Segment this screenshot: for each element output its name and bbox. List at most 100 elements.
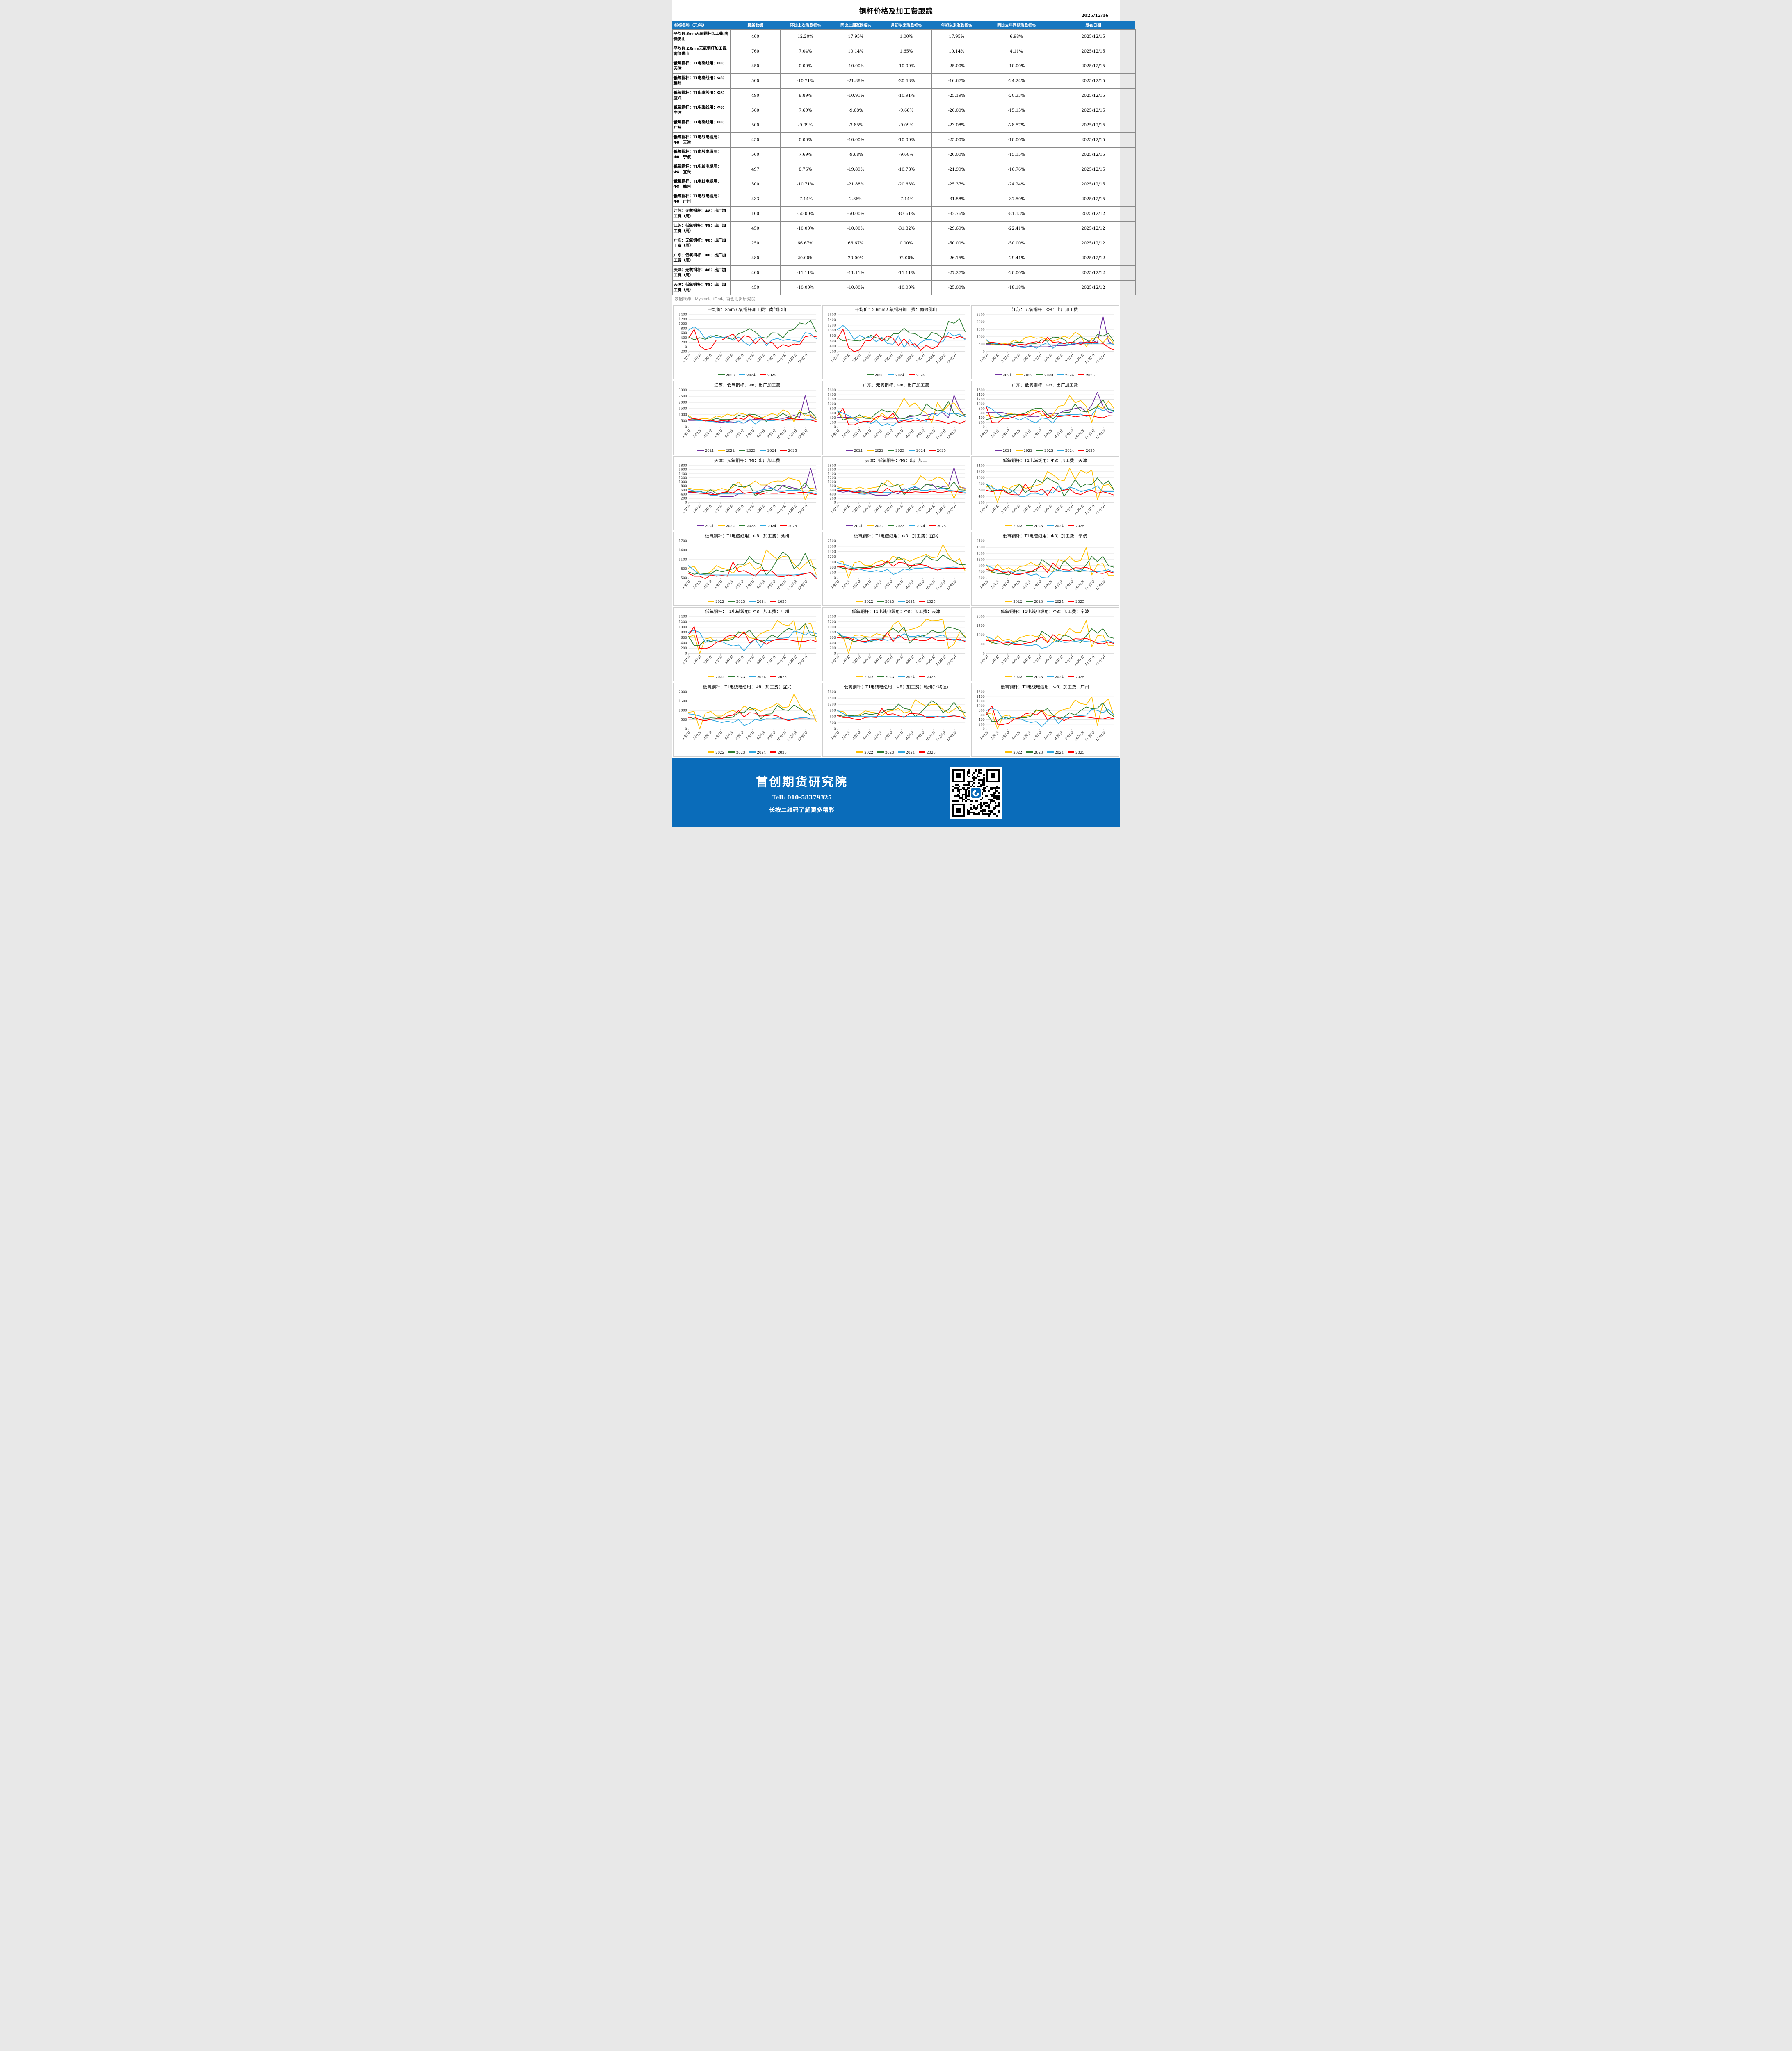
legend-swatch-icon	[898, 751, 905, 753]
header-row: 指标名称（元/吨） 最新数据 环比上次涨跌幅% 同比上周涨跌幅% 月初以来涨跌幅% 年初以…	[672, 21, 1135, 30]
svg-text:7月1日: 7月1日	[745, 655, 755, 665]
svg-text:11月1日: 11月1日	[786, 504, 797, 516]
line-chart: 0 500 1000 1500 2000 1月1日 2月1日 3月1日 4月1日 5月1日 6月1日…	[678, 690, 817, 742]
value-cell: 7.69%	[780, 103, 831, 118]
value-cell: -25.00%	[931, 280, 982, 295]
legend-item: 2022	[1005, 524, 1022, 528]
svg-text:1月1日: 1月1日	[979, 504, 989, 514]
svg-text:1月1日: 1月1日	[979, 580, 989, 589]
series-2023	[986, 333, 1114, 345]
series-2025	[688, 489, 817, 495]
series-2024	[837, 632, 966, 644]
value-cell: -21.99%	[931, 162, 982, 177]
value-cell: 2025/12/12	[1051, 265, 1136, 281]
value-cell: 460	[730, 29, 781, 44]
svg-text:9月1日: 9月1日	[766, 504, 776, 514]
svg-text:600: 600	[680, 636, 687, 640]
svg-text:500: 500	[680, 576, 687, 580]
svg-text:6月1日: 6月1日	[1032, 731, 1042, 740]
svg-text:8月1日: 8月1日	[904, 580, 914, 589]
svg-text:11月1日: 11月1日	[935, 504, 946, 516]
svg-text:1600: 1600	[827, 313, 836, 317]
svg-text:4月1日: 4月1日	[713, 353, 723, 363]
legend-swatch-icon	[867, 450, 874, 451]
column-header-1: 指标名称（元/吨）	[672, 21, 730, 30]
qr-logo	[972, 790, 979, 797]
chart-panel-16: 低氧铜杆：T1电线电缆用：Φ8：加工费：宜兴 0 500 1000 1500 2000 1月…	[673, 683, 821, 757]
svg-text:3月1日: 3月1日	[1000, 655, 1010, 665]
svg-text:1400: 1400	[678, 548, 687, 552]
svg-text:4月1日: 4月1日	[1011, 580, 1021, 590]
series-2025	[688, 562, 817, 579]
value-cell: 2025/12/15	[1051, 29, 1136, 44]
svg-text:1500: 1500	[976, 328, 984, 331]
legend-item: 2025	[929, 449, 946, 453]
table-row: 平均价:8mm无氧铜杆加工费:南储佛山 460 12.20% 17.95% 1.00% 1…	[672, 29, 1136, 44]
svg-text:2100: 2100	[976, 539, 984, 543]
legend-swatch-icon	[1068, 525, 1075, 526]
svg-text:10月1日: 10月1日	[776, 429, 787, 440]
legend-swatch-icon	[856, 676, 863, 677]
value-cell: -10.00%	[881, 59, 932, 74]
svg-text:0: 0	[833, 501, 836, 505]
legend-swatch-icon	[770, 751, 777, 753]
series-2025	[688, 329, 817, 351]
legend-swatch-icon	[770, 676, 777, 677]
indicator-name-cell: 广东：低氧铜杆：Φ8：出厂加工费（周）	[672, 251, 731, 266]
series-2025	[837, 708, 966, 720]
column-header-3: 环比上次涨跌幅%	[780, 21, 831, 30]
svg-text:300: 300	[829, 571, 836, 575]
svg-text:1200: 1200	[827, 397, 836, 401]
value-cell: 2.36%	[830, 192, 881, 207]
value-cell: -19.89%	[830, 162, 881, 177]
qr-pattern	[952, 769, 1000, 817]
value-cell: -15.15%	[982, 103, 1051, 118]
report-header: 铜杆价格及加工费跟踪 2025/12/16	[672, 0, 1120, 21]
svg-text:8月1日: 8月1日	[1053, 580, 1063, 589]
svg-text:800: 800	[978, 709, 984, 713]
value-cell: -20.00%	[931, 103, 982, 118]
svg-text:200: 200	[680, 340, 687, 344]
svg-text:1000: 1000	[976, 704, 984, 708]
svg-text:800: 800	[829, 484, 836, 488]
chart-legend: 2021 2022 2023 2024 2025	[675, 449, 820, 453]
value-cell: -29.41%	[982, 251, 1051, 266]
series-2025	[986, 407, 1114, 423]
legend-item: 2023	[877, 675, 894, 679]
series-2022	[986, 620, 1114, 648]
chart-legend: 2023 2024 2025	[824, 373, 969, 377]
legend-swatch-icon	[877, 601, 884, 602]
svg-text:400: 400	[829, 641, 836, 645]
legend-item: 2025	[908, 373, 925, 377]
svg-text:900: 900	[829, 709, 836, 713]
svg-text:5月1日: 5月1日	[1022, 580, 1032, 589]
value-cell: 92.00%	[881, 251, 932, 266]
chart-panel-15: 低氧铜杆：T1电线电缆用：Φ8：加工费：宁波 0 500 1000 1500 2000 1月…	[971, 607, 1119, 681]
legend-swatch-icon	[1068, 601, 1075, 602]
svg-text:6月1日: 6月1日	[735, 731, 744, 740]
indicator-name-cell: 低氧铜杆：T1电磁线用：Φ8：宁波	[672, 103, 731, 118]
legend-item: 2023	[1026, 524, 1043, 528]
value-cell: 450	[730, 221, 781, 236]
indicator-name-cell: 江苏：低氧铜杆：Φ8：出厂加工费（周）	[672, 221, 731, 236]
svg-text:9月1日: 9月1日	[1064, 429, 1074, 439]
svg-text:1400: 1400	[827, 318, 836, 322]
value-cell: -27.27%	[931, 265, 982, 281]
svg-text:4月1日: 4月1日	[862, 655, 872, 665]
value-cell: 1.65%	[881, 44, 932, 59]
legend-swatch-icon	[1005, 676, 1012, 677]
svg-text:900: 900	[978, 564, 984, 568]
legend-swatch-icon	[1036, 374, 1043, 375]
svg-text:8月1日: 8月1日	[1053, 504, 1063, 514]
price-table-body: 平均价:8mm无氧铜杆加工费:南储佛山 460 12.20% 17.95% 1.00% 1…	[672, 29, 1136, 295]
value-cell: -24.24%	[982, 177, 1051, 192]
svg-text:2月1日: 2月1日	[692, 731, 702, 741]
legend-item: 2024	[898, 751, 915, 755]
svg-text:10月1日: 10月1日	[925, 731, 936, 742]
svg-text:1200: 1200	[976, 470, 984, 474]
series-2025	[837, 560, 966, 571]
indicator-name-cell: 低氧铜杆：T1电磁线用：Φ8：赣州	[672, 73, 731, 89]
svg-text:11月1日: 11月1日	[935, 731, 946, 742]
